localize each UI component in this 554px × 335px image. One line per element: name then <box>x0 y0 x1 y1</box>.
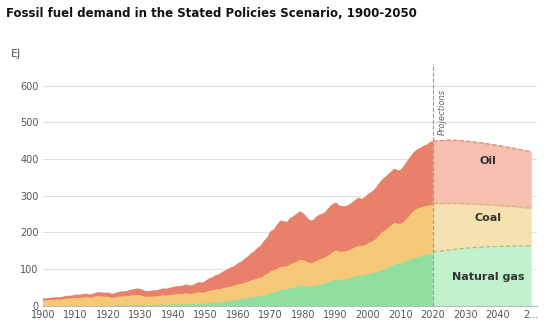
Text: Projections: Projections <box>438 89 447 135</box>
Text: Oil: Oil <box>480 156 497 166</box>
Text: EJ: EJ <box>11 49 21 59</box>
Text: Natural gas: Natural gas <box>452 272 525 282</box>
Text: Coal: Coal <box>475 213 502 223</box>
Text: Fossil fuel demand in the Stated Policies Scenario, 1900-2050: Fossil fuel demand in the Stated Policie… <box>6 7 417 20</box>
